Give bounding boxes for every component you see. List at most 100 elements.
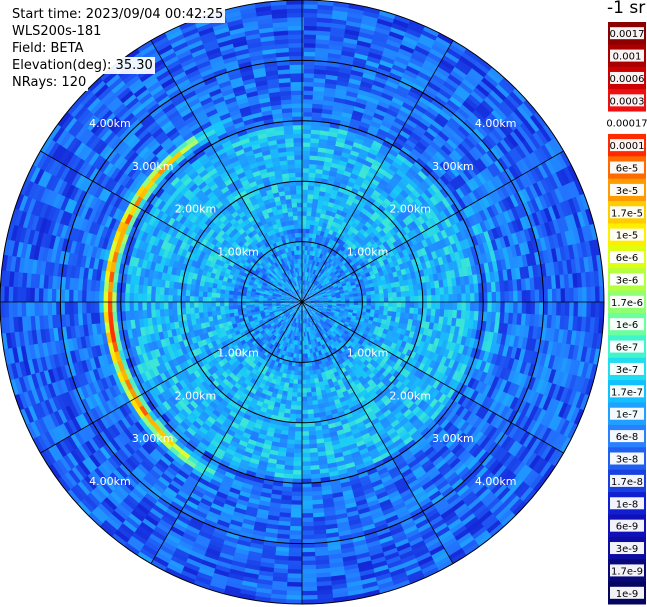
radar-cell	[551, 172, 564, 190]
radar-cell	[317, 277, 322, 282]
radar-cell	[304, 295, 309, 299]
radar-cell	[323, 285, 329, 290]
radar-cell	[506, 133, 520, 149]
radar-cell	[328, 284, 334, 289]
radar-cell	[401, 101, 416, 113]
radar-cell	[427, 186, 438, 197]
radar-cell	[362, 72, 378, 81]
radar-cell	[309, 287, 313, 292]
radar-cell	[310, 259, 314, 265]
radar-cell	[359, 148, 370, 157]
radar-cell	[388, 148, 400, 158]
radar-cell	[379, 59, 396, 69]
radar-cell	[413, 160, 425, 172]
radar-cell	[432, 137, 445, 150]
radar-cell	[312, 291, 317, 295]
radar-cell	[343, 37, 360, 45]
radar-cell	[503, 97, 519, 113]
radar-cell	[431, 73, 448, 86]
radar-cell	[513, 127, 527, 144]
radar-cell	[396, 133, 410, 144]
radar-cell	[341, 50, 357, 58]
radar-cell	[437, 32, 456, 46]
radar-cell	[358, 171, 368, 180]
radar-cell	[365, 59, 382, 69]
radar-cell	[513, 192, 524, 207]
radar-cell	[429, 195, 440, 207]
radar-cell	[420, 212, 430, 223]
radar-cell	[512, 88, 529, 105]
radar-cell	[424, 109, 438, 122]
radar-cell	[387, 75, 403, 86]
radar-cell	[423, 130, 437, 142]
radar-cell	[314, 287, 320, 292]
radar-cell	[469, 130, 484, 145]
radar-cell	[312, 94, 326, 101]
radar-cell	[320, 287, 325, 292]
radar-cell	[318, 190, 327, 197]
radar-cell	[540, 178, 552, 195]
radar-cell	[515, 160, 528, 177]
radar-cell	[425, 228, 434, 239]
radar-cell	[391, 22, 410, 33]
radar-cell	[500, 185, 511, 200]
radar-cell	[396, 153, 408, 164]
radar-cell	[411, 176, 423, 187]
radar-cell	[353, 56, 369, 65]
radar-cell	[362, 112, 375, 122]
radar-cell	[302, 150, 311, 156]
radar-cell	[307, 189, 315, 195]
radar-cell	[408, 151, 421, 162]
radar-cell	[318, 285, 324, 290]
radar-cell	[429, 77, 445, 90]
radar-cell	[309, 263, 313, 269]
radar-cell	[304, 284, 306, 290]
radar-cell	[314, 286, 319, 291]
radar-cell	[349, 172, 360, 181]
radar-cell	[420, 191, 431, 203]
radar-cell	[476, 157, 489, 172]
radar-cell	[533, 111, 548, 129]
radar-cell	[379, 9, 398, 20]
radar-cell	[312, 290, 317, 295]
radar-cell	[310, 219, 316, 226]
radar-cell	[483, 167, 496, 182]
radar-cell	[391, 63, 408, 75]
radar-cell	[304, 294, 308, 299]
radar-cell	[303, 266, 306, 272]
radar-cell	[516, 105, 532, 122]
radar-cell	[321, 290, 327, 294]
radar-cell	[414, 45, 432, 57]
radar-cell	[441, 197, 452, 209]
radar-cell	[302, 215, 308, 221]
radar-cell	[323, 271, 329, 277]
radar-cell	[411, 188, 422, 199]
radar-cell	[302, 228, 307, 234]
radar-cell	[303, 293, 306, 298]
radar-cell	[316, 282, 321, 287]
radar-cell	[308, 232, 314, 239]
radar-cell	[317, 266, 322, 273]
radar-cell	[530, 114, 545, 132]
radar-cell	[492, 86, 509, 103]
radar-cell	[532, 182, 544, 199]
radar-cell	[302, 42, 318, 48]
radar-cell	[375, 71, 391, 82]
radar-cell	[364, 104, 378, 114]
radar-cell	[384, 42, 402, 53]
radar-cell	[307, 263, 311, 269]
radar-cell	[312, 284, 317, 289]
radar-cell	[355, 44, 372, 53]
radar-cell	[477, 57, 495, 72]
radar-cell	[439, 174, 451, 187]
radar-cell	[356, 129, 369, 138]
radar-cell	[312, 229, 318, 235]
radar-cell	[363, 68, 379, 77]
radar-cell	[313, 255, 318, 262]
radar-cell	[414, 185, 425, 196]
radar-cell	[414, 103, 429, 115]
radar-cell	[412, 107, 426, 119]
radar-cell	[345, 134, 357, 143]
radar-cell	[303, 293, 305, 298]
radar-cell	[373, 135, 386, 145]
